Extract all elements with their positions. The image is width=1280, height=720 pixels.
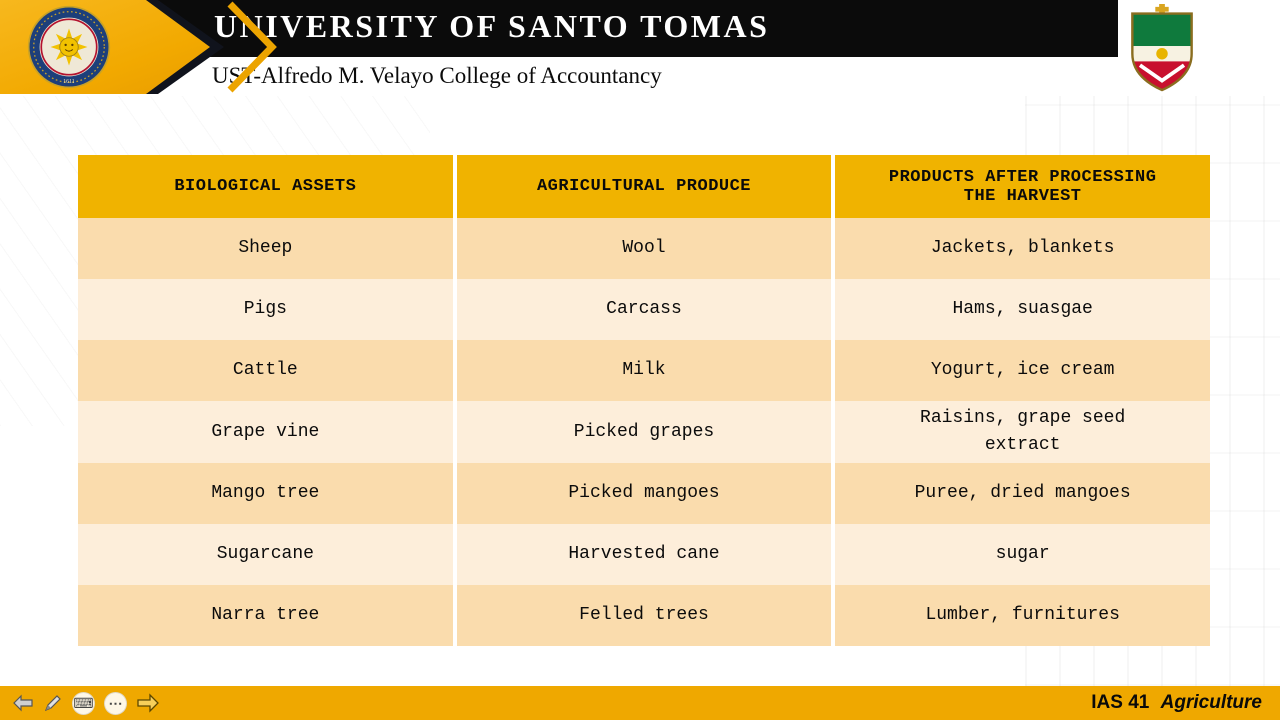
pencil-icon[interactable] bbox=[43, 693, 63, 713]
keyboard-glyph: ⌨ bbox=[73, 695, 94, 711]
table-cell: Sheep bbox=[78, 218, 453, 279]
university-title: UNIVERSITY OF SANTO TOMAS bbox=[214, 8, 770, 44]
course-code: IAS 41 bbox=[1091, 692, 1150, 713]
table-cell: Picked grapes bbox=[456, 401, 832, 463]
table-body: Sheep Wool Jackets, blankets Pigs Carcass Ham… bbox=[78, 218, 1210, 646]
table-cell: Mango tree bbox=[78, 463, 453, 524]
column-header-products-after-processing: PRODUCTS AFTER PROCESSING THE HARVEST bbox=[835, 155, 1210, 218]
course-title: Agriculture bbox=[1160, 692, 1262, 713]
table-cell: Hams, suasgae bbox=[835, 279, 1210, 340]
table-row: Grape vine Picked grapes Raisins, grape se… bbox=[78, 401, 1210, 463]
column-header-biological-assets: BIOLOGICAL ASSETS bbox=[78, 155, 453, 218]
table-cell: Felled trees bbox=[456, 585, 832, 646]
table-cell: Grape vine bbox=[78, 401, 453, 463]
forward-arrow-icon[interactable] bbox=[136, 693, 160, 713]
table-cell: Narra tree bbox=[78, 585, 453, 646]
table-row: Sugarcane Harvested cane sugar bbox=[78, 524, 1210, 585]
table-cell: Pigs bbox=[78, 279, 453, 340]
content-table: BIOLOGICAL ASSETS AGRICULTURAL PRODUCE P… bbox=[78, 155, 1210, 646]
table-cell: Jackets, blankets bbox=[835, 218, 1210, 279]
table-cell: Lumber, furnitures bbox=[835, 585, 1210, 646]
viewer-controls: ⌨ ⋯ bbox=[12, 691, 160, 715]
emblem-panel: 1611 bbox=[0, 0, 290, 95]
emblem-chevron-accent bbox=[227, 1, 277, 93]
table-cell: Harvested cane bbox=[456, 524, 832, 585]
column-header-agricultural-produce: AGRICULTURAL PRODUCE bbox=[456, 155, 832, 218]
table-cell: Wool bbox=[456, 218, 832, 279]
ellipsis-icon[interactable]: ⋯ bbox=[104, 691, 127, 715]
table-cell: Raisins, grape seed extract bbox=[835, 401, 1210, 463]
table-header-row: BIOLOGICAL ASSETS AGRICULTURAL PRODUCE P… bbox=[78, 155, 1210, 218]
seal-year-text: 1611 bbox=[63, 79, 75, 85]
table-cell: Milk bbox=[456, 340, 832, 401]
table-cell: Sugarcane bbox=[78, 524, 453, 585]
table-cell: Cattle bbox=[78, 340, 453, 401]
keyboard-icon[interactable]: ⌨ bbox=[72, 691, 95, 715]
table-row: Mango tree Picked mangoes Puree, dried man… bbox=[78, 463, 1210, 524]
college-subtitle: UST-Alfredo M. Velayo College of Account… bbox=[212, 63, 662, 88]
table-row: Cattle Milk Yogurt, ice cream bbox=[78, 340, 1210, 401]
table-cell: Carcass bbox=[456, 279, 832, 340]
table-cell: Picked mangoes bbox=[456, 463, 832, 524]
footer-bar: ⌨ ⋯ IAS 41 Agriculture bbox=[0, 686, 1280, 720]
table-cell: Yogurt, ice cream bbox=[835, 340, 1210, 401]
table-row: Pigs Carcass Hams, suasgae bbox=[78, 279, 1210, 340]
back-arrow-icon[interactable] bbox=[12, 694, 34, 712]
table-cell: sugar bbox=[835, 524, 1210, 585]
ellipsis-glyph: ⋯ bbox=[108, 695, 123, 711]
table-row: Narra tree Felled trees Lumber, furnitures bbox=[78, 585, 1210, 646]
ust-seal-icon: 1611 bbox=[27, 5, 111, 89]
footer-label: IAS 41 Agriculture bbox=[1091, 692, 1262, 714]
table-row: Sheep Wool Jackets, blankets bbox=[78, 218, 1210, 279]
ust-crest-icon bbox=[1131, 4, 1193, 92]
table-cell: Puree, dried mangoes bbox=[835, 463, 1210, 524]
